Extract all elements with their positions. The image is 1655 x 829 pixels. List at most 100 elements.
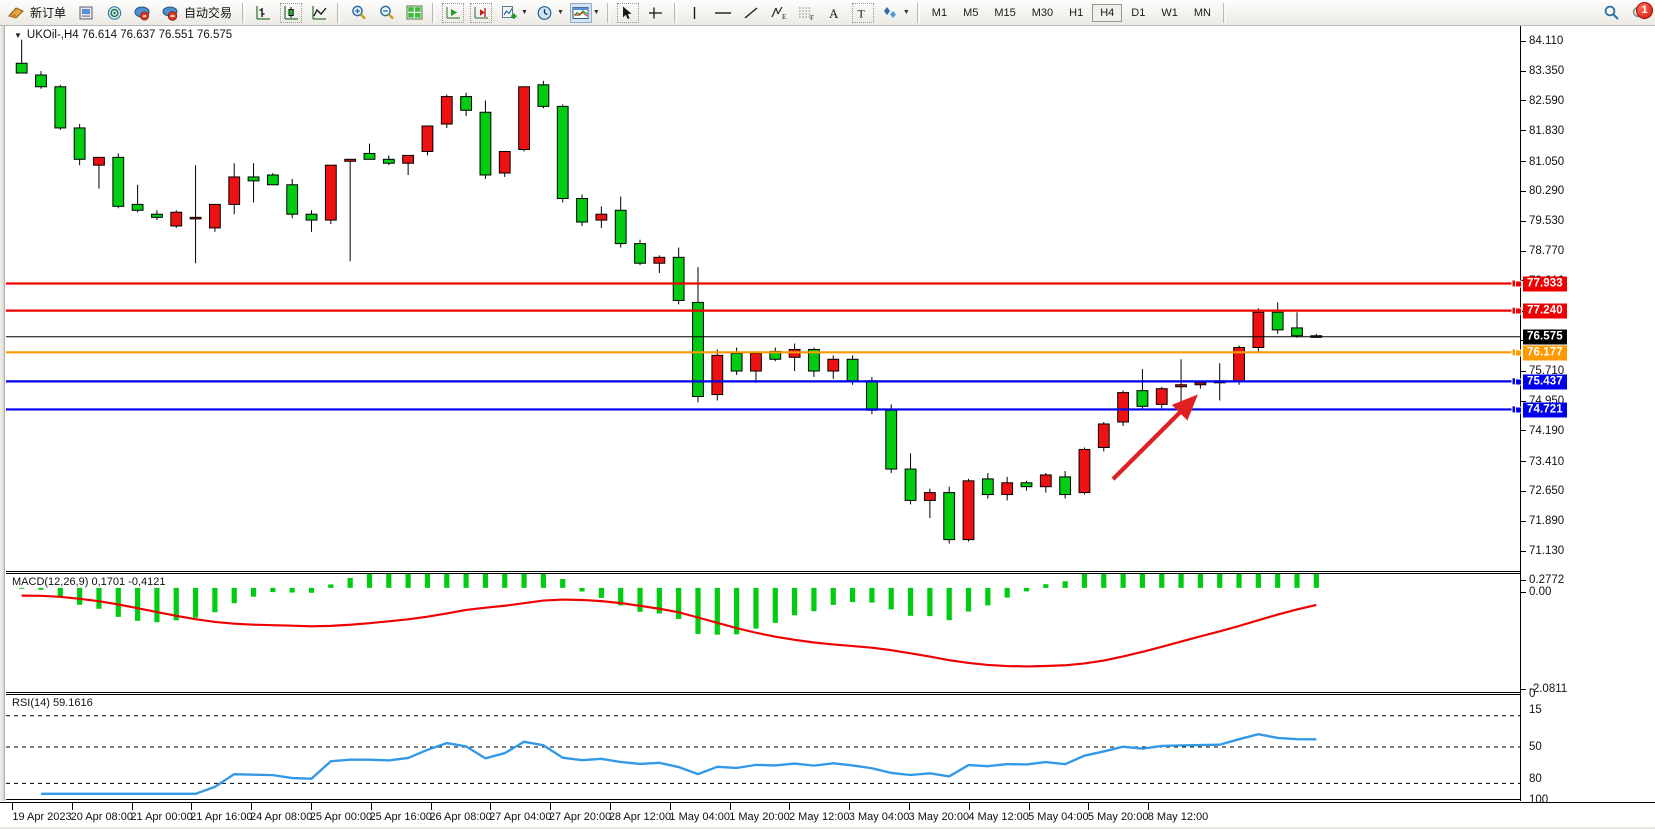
price-badge-support-lower[interactable]: 74.721 bbox=[1523, 402, 1567, 418]
rsi-pane[interactable]: RSI(14) 59.1616 bbox=[6, 694, 1520, 800]
price-tick: 80.290 bbox=[1521, 185, 1564, 197]
new-order-button[interactable]: 新订单 bbox=[2, 1, 72, 25]
new-order-icon bbox=[5, 3, 27, 23]
signals-icon bbox=[131, 3, 153, 23]
rsi-tick: 0 bbox=[1521, 688, 1535, 700]
shapes-tool-button[interactable]: ▼ bbox=[877, 1, 913, 25]
elliott-wave-tool-button[interactable]: E bbox=[765, 1, 793, 25]
chevron-down-icon[interactable]: ▼ bbox=[592, 9, 600, 16]
price-tick: 84.110 bbox=[1521, 35, 1563, 47]
time-tick-mark bbox=[251, 803, 253, 810]
price-badge-entry-level[interactable]: 76.177 bbox=[1523, 345, 1567, 361]
fibonacci-tool-button[interactable]: F bbox=[793, 1, 821, 25]
chart-horizontal-scrollbar[interactable] bbox=[0, 827, 1655, 829]
price-level-handle[interactable] bbox=[1515, 378, 1522, 386]
time-tick-label: 2 May 12:00 bbox=[788, 811, 850, 823]
price-levels-layer bbox=[6, 279, 1520, 414]
price-pane[interactable]: ▼ UKOil-,H4 76.614 76.637 76.551 76.575 bbox=[6, 26, 1520, 572]
price-candles-layer bbox=[15, 39, 1323, 544]
price-tick-value: 82.590 bbox=[1529, 95, 1565, 108]
timeframe-m5[interactable]: M5 bbox=[963, 6, 979, 19]
timeframe-m15[interactable]: M15 bbox=[994, 6, 1016, 19]
timeframe-m1[interactable]: M1 bbox=[931, 6, 948, 19]
price-level-handle[interactable] bbox=[1515, 307, 1522, 315]
chart-vertical-scrollbar[interactable] bbox=[0, 26, 5, 801]
vertical-line-tool-button[interactable] bbox=[681, 1, 709, 25]
price-tick-value: 73.410 bbox=[1529, 455, 1565, 468]
time-tick-mark bbox=[610, 803, 611, 810]
price-badge-current-price[interactable]: 76.575 bbox=[1523, 329, 1567, 345]
timeframe-w1[interactable]: W1 bbox=[1161, 6, 1178, 19]
svg-text:E: E bbox=[782, 13, 786, 21]
cursor-tool-button[interactable] bbox=[614, 1, 642, 25]
rsi-tick-value: 15 bbox=[1529, 703, 1542, 716]
auto-trading-button[interactable]: 自动交易 bbox=[156, 1, 238, 25]
timeframe-d1[interactable]: D1 bbox=[1131, 6, 1146, 19]
price-tick: 81.050 bbox=[1521, 156, 1564, 168]
time-axis[interactable]: 19 Apr 2023 20 Apr 08:00 21 Apr 00:00 21 Ap… bbox=[0, 802, 1655, 829]
price-tick-value: 79.530 bbox=[1529, 215, 1565, 228]
zoom-in-button[interactable] bbox=[344, 1, 372, 25]
shift-end-button[interactable] bbox=[467, 1, 495, 25]
shift-start-icon bbox=[442, 2, 465, 23]
timeframe-h4[interactable]: H4 bbox=[1092, 3, 1123, 22]
price-badge-resistance-upper[interactable]: 77.933 bbox=[1523, 276, 1567, 292]
auto-trading-label: 自动交易 bbox=[184, 6, 233, 20]
macd-pane[interactable]: MACD(12,26,9) 0,1701 -0,4121 bbox=[6, 573, 1520, 693]
horizontal-line-tool-button[interactable] bbox=[709, 1, 737, 25]
price-level-handle[interactable] bbox=[1515, 406, 1522, 414]
notification-badge[interactable]: 1 bbox=[1636, 1, 1653, 19]
chevron-down-icon[interactable]: ▼ bbox=[14, 30, 22, 40]
price-tick-value: 71.890 bbox=[1529, 515, 1565, 528]
price-tick: 71.130 bbox=[1521, 545, 1564, 557]
shift-start-button[interactable] bbox=[439, 1, 467, 25]
trendline-tool-button[interactable] bbox=[737, 1, 765, 25]
time-tick-mark bbox=[12, 803, 14, 810]
tile-windows-button[interactable] bbox=[400, 1, 428, 25]
text-tool-button[interactable]: A bbox=[821, 1, 849, 25]
chevron-down-icon[interactable]: ▼ bbox=[521, 9, 528, 16]
indicators-button[interactable]: ▼ bbox=[495, 1, 531, 25]
vertical-line-icon bbox=[684, 3, 706, 23]
news-button[interactable] bbox=[100, 1, 128, 25]
candlestick-chart-button[interactable] bbox=[277, 1, 305, 25]
signals-button[interactable] bbox=[128, 1, 156, 25]
price-tick-value: 81.830 bbox=[1529, 124, 1565, 137]
zoom-out-button[interactable] bbox=[372, 1, 400, 25]
price-level-handle[interactable] bbox=[1515, 349, 1522, 357]
line-chart-button[interactable] bbox=[305, 1, 333, 25]
time-tick-mark bbox=[550, 803, 552, 810]
bar-chart-button[interactable] bbox=[249, 1, 277, 25]
journal-button[interactable] bbox=[72, 1, 100, 25]
chevron-down-icon[interactable]: ▼ bbox=[902, 9, 910, 16]
price-badge-resistance-lower[interactable]: 77.240 bbox=[1523, 303, 1567, 319]
price-level-handle[interactable] bbox=[1515, 280, 1522, 288]
alerts-button[interactable]: 1 bbox=[1625, 1, 1653, 25]
timeframe-h1[interactable]: H1 bbox=[1069, 6, 1084, 19]
bullish-arrow bbox=[1111, 394, 1198, 481]
chevron-down-icon[interactable]: ▼ bbox=[556, 9, 564, 16]
rsi-tick: 50 bbox=[1521, 741, 1542, 753]
price-tick: 79.530 bbox=[1521, 215, 1564, 227]
timeframe-m30[interactable]: M30 bbox=[1031, 6, 1054, 19]
price-tick: 72.650 bbox=[1521, 485, 1564, 497]
symbol-ohlc-line: ▼ UKOil-,H4 76.614 76.637 76.551 76.575 bbox=[14, 29, 232, 41]
new-order-label: 新订单 bbox=[30, 6, 67, 20]
templates-button[interactable]: ▼ bbox=[567, 1, 603, 25]
timeframe-mn[interactable]: MN bbox=[1193, 6, 1211, 19]
chart-plot-area[interactable]: ▼ UKOil-,H4 76.614 76.637 76.551 76.575 … bbox=[6, 26, 1520, 801]
price-tick-value: 78.770 bbox=[1529, 245, 1565, 258]
time-tick-mark bbox=[370, 803, 372, 810]
price-tick-value: 74.190 bbox=[1529, 424, 1565, 437]
periods-button[interactable]: ▼ bbox=[531, 1, 567, 25]
price-badge-support-upper[interactable]: 75.437 bbox=[1523, 374, 1567, 390]
price-tick: 71.890 bbox=[1521, 515, 1564, 527]
symbol-ohlc-text: UKOil-,H4 76.614 76.637 76.551 76.575 bbox=[26, 29, 233, 41]
time-tick-mark bbox=[1148, 803, 1150, 810]
time-tick-label: 3 May 20:00 bbox=[908, 811, 970, 823]
text-label-tool-button[interactable]: T bbox=[849, 1, 877, 25]
price-tick-value: 72.650 bbox=[1529, 485, 1565, 498]
search-button[interactable] bbox=[1597, 1, 1625, 25]
crosshair-tool-button[interactable] bbox=[642, 1, 670, 25]
price-axis[interactable]: 84.110 83.350 82.590 81.830 81.050 80.290 79.5… bbox=[1515, 26, 1655, 806]
